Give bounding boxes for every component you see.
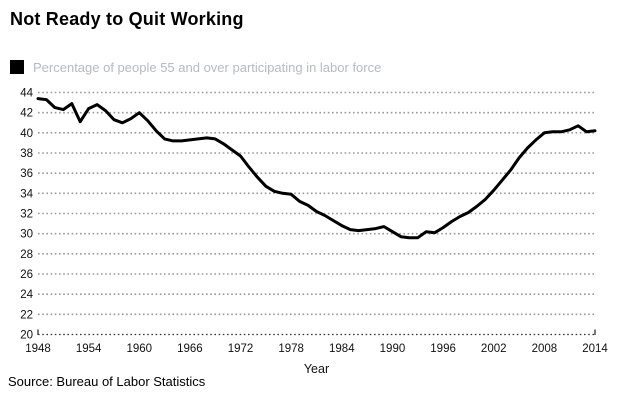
y-tick-label: 20 [20,330,33,342]
y-tick-label: 34 [20,188,33,200]
x-tick-label: 1960 [126,343,152,355]
x-tick-label: 2002 [481,343,507,355]
chart-title: Not Ready to Quit Working [10,9,244,29]
source-note: Source: Bureau of Labor Statistics [8,374,206,389]
y-tick-label: 32 [20,209,33,221]
legend-label: Percentage of people 55 and over partici… [33,59,382,75]
x-tick-label: 2014 [582,343,608,355]
y-tick-label: 22 [20,309,33,321]
x-tick-label: 1948 [25,343,51,355]
x-tick-label: 1996 [430,343,456,355]
y-tick-label: 28 [20,249,33,261]
x-tick-label: 1954 [76,343,102,355]
y-tick-label: 30 [20,229,33,241]
legend: Percentage of people 55 and over partici… [10,59,381,75]
x-tick-label: 1972 [228,343,254,355]
legend-swatch-icon [10,60,24,74]
x-tick-label: 1978 [278,343,304,355]
y-tick-label: 36 [20,168,33,180]
y-tick-label: 24 [20,289,33,301]
x-axis-title: Year [303,362,330,376]
y-tick-label: 40 [20,128,33,140]
x-tick-label: 1966 [177,343,203,355]
x-tick-label: 2008 [532,343,558,355]
x-tick-label: 1990 [380,343,406,355]
y-tick-label: 26 [20,269,33,281]
y-tick-label: 42 [20,108,33,120]
y-tick-label: 44 [20,88,33,100]
x-tick-label: 1984 [329,343,355,355]
data-line [36,97,597,240]
y-tick-label: 38 [20,148,33,160]
